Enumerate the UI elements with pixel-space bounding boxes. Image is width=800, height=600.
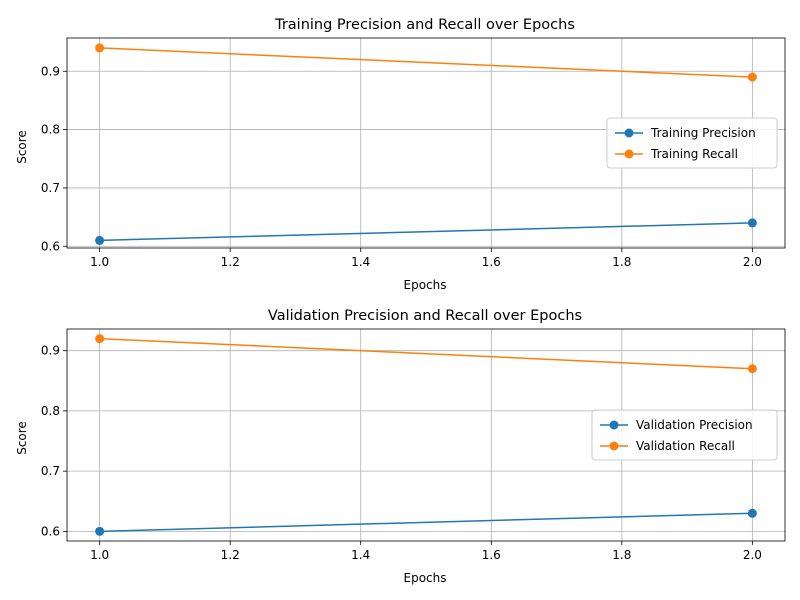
x-tick-label: 1.2 (221, 548, 240, 562)
y-tick-label: 0.7 (41, 464, 60, 478)
legend-swatch-marker (624, 128, 634, 138)
x-tick-label: 2.0 (743, 548, 762, 562)
legend-swatch-marker (609, 441, 619, 451)
y-tick-label: 0.8 (41, 404, 60, 418)
series-line (99, 337, 753, 370)
series-group (95, 334, 757, 536)
legend: Training Precision Training Recall (606, 117, 778, 169)
axes: 1.0 1.2 1.4 1.6 1.8 2.0 0.6 0.7 0.8 0.9 (41, 37, 786, 269)
training-chart: Training Precision and Recall over Epoch… (15, 17, 786, 292)
x-tick-label: 1.0 (90, 548, 109, 562)
legend-swatch-marker (609, 420, 619, 430)
y-axis-label: Score (15, 130, 29, 164)
series-line (99, 512, 753, 533)
data-point (747, 364, 757, 374)
legend-swatch-marker (624, 149, 634, 159)
y-tick-label: 0.9 (41, 64, 60, 78)
x-tick-label: 1.8 (612, 548, 631, 562)
series-group (95, 43, 757, 245)
legend-label: Validation Recall (636, 439, 735, 453)
x-tick-label: 1.4 (351, 255, 370, 269)
x-tick-label: 1.2 (221, 255, 240, 269)
y-tick-label: 0.7 (41, 181, 60, 195)
legend-box (606, 117, 778, 169)
x-tick-label: 2.0 (743, 255, 762, 269)
y-tick-label: 0.6 (41, 239, 60, 253)
x-tick-label: 1.4 (351, 548, 370, 562)
x-axis-label: Epochs (404, 278, 447, 292)
x-tick-label: 1.6 (482, 548, 501, 562)
legend-label: Validation Precision (636, 418, 753, 432)
legend: Validation Precision Validation Recall (591, 409, 778, 461)
legend-box (591, 409, 778, 461)
legend-label: Training Recall (650, 147, 738, 161)
y-tick-label: 0.8 (41, 123, 60, 137)
x-tick-label: 1.0 (90, 255, 109, 269)
chart-title: Training Precision and Recall over Epoch… (274, 17, 575, 33)
data-point (747, 72, 757, 82)
plot-frame (66, 37, 786, 249)
chart-title: Validation Precision and Recall over Epo… (268, 308, 582, 324)
data-point (95, 334, 105, 344)
series-line (99, 47, 753, 78)
plot-frame (66, 328, 786, 542)
data-point (747, 218, 757, 228)
x-tick-label: 1.6 (482, 255, 501, 269)
data-point (747, 508, 757, 518)
y-tick-label: 0.6 (41, 524, 60, 538)
y-tick-label: 0.9 (41, 344, 60, 358)
data-point (95, 526, 105, 536)
legend-label: Training Precision (650, 126, 756, 140)
x-axis-label: Epochs (404, 571, 447, 585)
validation-chart: Validation Precision and Recall over Epo… (15, 308, 786, 585)
data-point (95, 235, 105, 245)
x-tick-label: 1.8 (612, 255, 631, 269)
series-line (99, 222, 753, 242)
y-axis-label: Score (15, 421, 29, 455)
axes: 1.0 1.2 1.4 1.6 1.8 2.0 0.6 0.7 0.8 0.9 (41, 328, 786, 562)
data-point (95, 43, 105, 53)
